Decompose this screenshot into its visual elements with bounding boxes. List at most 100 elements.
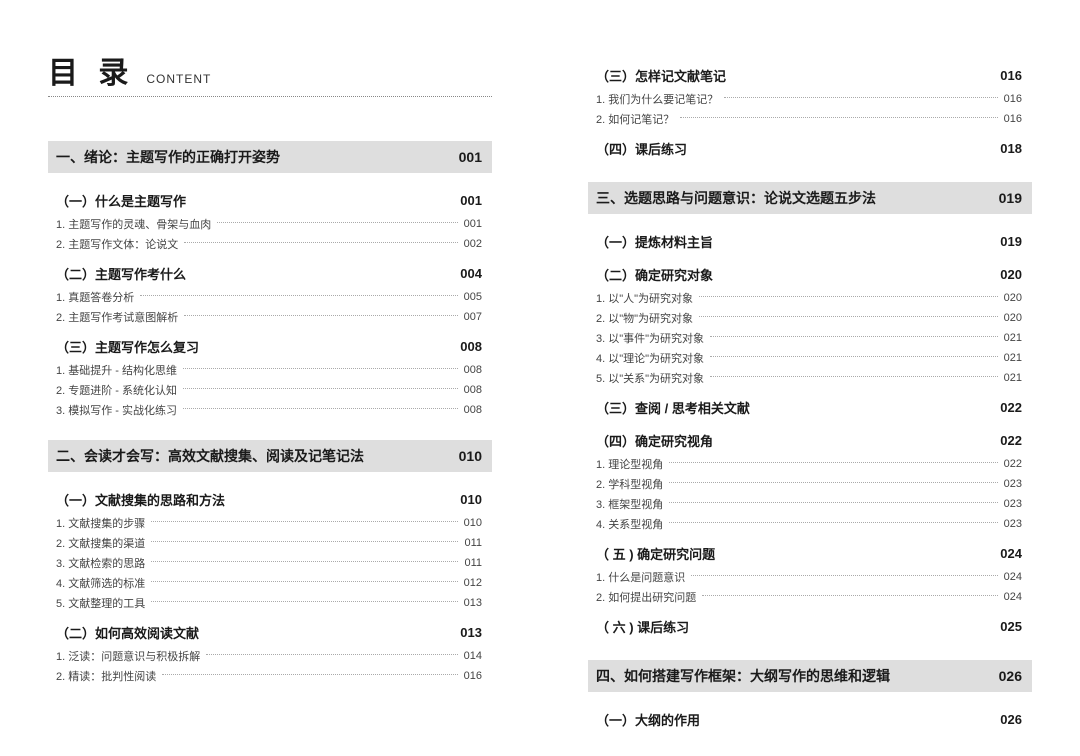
right-page: （三）怎样记文献笔记0161. 我们为什么要记笔记？0162. 如何记笔记？01…: [540, 0, 1080, 756]
section-page: 008: [460, 339, 482, 354]
section-page: 019: [1000, 234, 1022, 249]
toc-item: 1. 基础提升 - 结构化思维008: [48, 360, 492, 380]
item-title: 1. 文献搜集的步骤: [56, 515, 145, 531]
toc-section: （ 五 ) 确定研究问题 024: [588, 540, 1032, 567]
toc-section: （二）如何高效阅读文献013: [48, 619, 492, 646]
leader-dots: [183, 408, 458, 409]
item-page: 023: [1004, 518, 1022, 530]
item-title: 1. 理论型视角: [596, 456, 663, 472]
section-title: （一）文献搜集的思路和方法: [56, 490, 225, 509]
toc-item: 1. 泛读：问题意识与积极拆解 014: [48, 646, 492, 666]
section-page: 010: [460, 492, 482, 507]
toc-item: 1. 什么是问题意识024: [588, 567, 1032, 587]
toc-item: 1. 文献搜集的步骤010: [48, 513, 492, 533]
item-page: 016: [1004, 93, 1022, 105]
leader-dots: [710, 356, 998, 357]
toc-item: 1. 我们为什么要记笔记？016: [588, 89, 1032, 109]
header-title-en: CONTENT: [146, 72, 211, 86]
section-title: （ 六 ) 课后练习: [596, 617, 689, 636]
toc-section: （一）大纲的作用026: [588, 706, 1032, 733]
leader-dots: [162, 674, 457, 675]
section-title: （ 五 ) 确定研究问题: [596, 544, 715, 563]
item-page: 013: [464, 597, 482, 609]
item-page: 016: [464, 670, 482, 682]
toc-item: 2. 文献搜集的渠道011: [48, 533, 492, 553]
item-title: 3. 以"事件"为研究对象: [596, 330, 704, 346]
toc-item: 1. 真题答卷分析 005: [48, 287, 492, 307]
item-title: 1. 真题答卷分析: [56, 289, 134, 305]
toc-item: 2. 以"物"为研究对象020: [588, 308, 1032, 328]
item-page: 008: [464, 384, 482, 396]
section-title: （二）如何高效阅读文献: [56, 623, 199, 642]
section-page: 022: [1000, 400, 1022, 415]
item-title: 3. 模拟写作 - 实战化练习: [56, 402, 177, 418]
leader-dots: [151, 541, 458, 542]
chapter-page: 019: [999, 190, 1022, 206]
item-page: 002: [464, 238, 482, 250]
item-title: 2. 学科型视角: [596, 476, 663, 492]
item-page: 021: [1004, 332, 1022, 344]
chapter-page: 010: [459, 448, 482, 464]
toc-section: （三）查阅 / 思考相关文献022: [588, 394, 1032, 421]
item-title: 3. 框架型视角: [596, 496, 663, 512]
item-page: 005: [464, 291, 482, 303]
right-toc-body: （三）怎样记文献笔记0161. 我们为什么要记笔记？0162. 如何记笔记？01…: [588, 62, 1032, 733]
leader-dots: [724, 97, 997, 98]
leader-dots: [151, 521, 457, 522]
item-title: 2. 精读：批判性阅读: [56, 668, 156, 684]
leader-dots: [183, 388, 458, 389]
toc-chapter: 一、绪论：主题写作的正确打开姿势001: [48, 141, 492, 173]
toc-item: 2. 如何提出研究问题024: [588, 587, 1032, 607]
section-page: 020: [1000, 267, 1022, 282]
chapter-title: 四、如何搭建写作框架：大纲写作的思维和逻辑: [596, 666, 890, 686]
item-title: 4. 以"理论"为研究对象: [596, 350, 704, 366]
item-title: 3. 文献检索的思路: [56, 555, 145, 571]
leader-dots: [669, 502, 997, 503]
item-title: 4. 关系型视角: [596, 516, 663, 532]
leader-dots: [691, 575, 997, 576]
item-title: 5. 文献整理的工具: [56, 595, 145, 611]
item-title: 1. 泛读：问题意识与积极拆解: [56, 648, 200, 664]
leader-dots: [669, 522, 997, 523]
section-page: 001: [460, 193, 482, 208]
leader-dots: [669, 462, 997, 463]
item-page: 014: [464, 650, 482, 662]
section-title: （一）提炼材料主旨: [596, 232, 713, 251]
toc-item: 3. 模拟写作 - 实战化练习008: [48, 400, 492, 420]
toc-section: （三）主题写作怎么复习008: [48, 333, 492, 360]
toc-item: 5. 以"关系"为研究对象021: [588, 368, 1032, 388]
toc-item: 3. 框架型视角023: [588, 494, 1032, 514]
item-title: 4. 文献筛选的标准: [56, 575, 145, 591]
section-title: （三）怎样记文献笔记: [596, 66, 726, 85]
toc-item: 3. 文献检索的思路011: [48, 553, 492, 573]
item-title: 2. 专题进阶 - 系统化认知: [56, 382, 177, 398]
leader-dots: [680, 117, 997, 118]
leader-dots: [206, 654, 457, 655]
item-page: 016: [1004, 113, 1022, 125]
toc-section: （一）提炼材料主旨 019: [588, 228, 1032, 255]
toc-section: （ 六 ) 课后练习 025: [588, 613, 1032, 640]
item-title: 2. 主题写作文体：论说文: [56, 236, 178, 252]
leader-dots: [140, 295, 457, 296]
item-page: 023: [1004, 478, 1022, 490]
section-page: 025: [1000, 619, 1022, 634]
header-title-cn: 目 录: [48, 48, 134, 92]
leader-dots: [151, 581, 457, 582]
leader-dots: [183, 368, 458, 369]
toc-item: 4. 文献筛选的标准012: [48, 573, 492, 593]
toc-item: 2. 学科型视角 023: [588, 474, 1032, 494]
toc-item: 2. 精读：批判性阅读 016: [48, 666, 492, 686]
item-page: 011: [464, 537, 482, 549]
section-page: 004: [460, 266, 482, 281]
toc-item: 1. 理论型视角022: [588, 454, 1032, 474]
toc-item: 4. 关系型视角 023: [588, 514, 1032, 534]
chapter-page: 026: [999, 668, 1022, 684]
leader-dots: [699, 316, 998, 317]
toc-chapter: 四、如何搭建写作框架：大纲写作的思维和逻辑 026: [588, 660, 1032, 692]
section-page: 024: [1000, 546, 1022, 561]
toc-item: 1. 主题写作的灵魂、骨架与血肉001: [48, 214, 492, 234]
toc-item: 2. 专题进阶 - 系统化认知 008: [48, 380, 492, 400]
item-title: 2. 以"物"为研究对象: [596, 310, 693, 326]
item-title: 1. 主题写作的灵魂、骨架与血肉: [56, 216, 211, 232]
chapter-title: 一、绪论：主题写作的正确打开姿势: [56, 147, 280, 167]
